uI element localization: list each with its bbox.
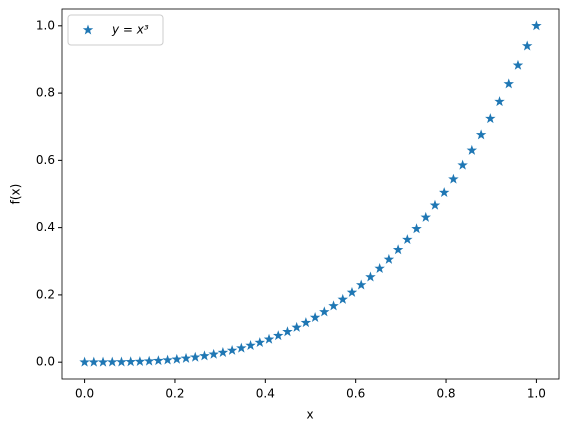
y-tick-label: 0.6 — [36, 153, 55, 167]
point — [485, 113, 496, 124]
point — [236, 342, 247, 353]
point — [245, 340, 256, 350]
point — [199, 350, 210, 361]
point — [374, 263, 385, 273]
point — [457, 159, 468, 170]
point — [88, 356, 100, 367]
point — [134, 356, 146, 367]
legend-label: y = x³ — [111, 23, 149, 37]
x-tick-label: 0.8 — [436, 387, 455, 401]
point — [79, 356, 90, 367]
point — [226, 344, 238, 355]
point — [208, 348, 219, 359]
point — [429, 199, 441, 210]
point — [180, 352, 192, 363]
x-tick-label: 0.6 — [346, 387, 365, 401]
point — [309, 312, 321, 322]
point — [273, 330, 284, 341]
point — [494, 96, 505, 107]
point — [171, 353, 183, 364]
point — [254, 337, 266, 348]
y-tick-label: 0.4 — [36, 220, 55, 234]
point — [531, 20, 542, 31]
plot-frame — [61, 8, 560, 380]
y-tick-label: 0.0 — [36, 355, 55, 369]
point — [300, 317, 312, 328]
point — [291, 321, 302, 332]
point — [282, 326, 293, 337]
point — [475, 129, 487, 140]
y-tick-label: 0.8 — [36, 86, 55, 100]
point — [263, 333, 275, 344]
point — [438, 187, 450, 198]
point — [346, 286, 358, 297]
point — [383, 253, 395, 264]
point — [153, 355, 164, 366]
point — [337, 293, 348, 304]
legend-box — [67, 14, 164, 46]
point — [125, 356, 136, 367]
point — [217, 347, 229, 357]
point — [411, 223, 422, 234]
point — [466, 144, 478, 155]
y-tick-label: 0.2 — [36, 287, 55, 301]
point — [97, 356, 109, 367]
x-tick-label: 0.2 — [165, 387, 184, 401]
x-tick-label: 0.4 — [256, 387, 275, 401]
point — [319, 306, 330, 317]
point — [503, 78, 514, 89]
x-axis-label: x — [306, 408, 313, 422]
y-axis-label: f(x) — [9, 184, 23, 205]
x-tick-label: 0.0 — [75, 387, 94, 401]
point — [402, 234, 413, 245]
point — [162, 354, 173, 365]
x-tick-label: 1.0 — [527, 387, 546, 401]
point — [448, 173, 459, 184]
y-tick-label: 1.0 — [36, 18, 55, 32]
legend-marker — [82, 24, 94, 35]
point — [143, 355, 155, 366]
point — [355, 279, 367, 290]
point — [107, 356, 118, 367]
point — [365, 271, 376, 282]
point — [392, 244, 404, 255]
point — [328, 300, 339, 311]
point — [420, 211, 431, 222]
point — [512, 59, 524, 70]
point — [190, 351, 201, 362]
point — [521, 40, 533, 51]
point — [116, 356, 127, 367]
